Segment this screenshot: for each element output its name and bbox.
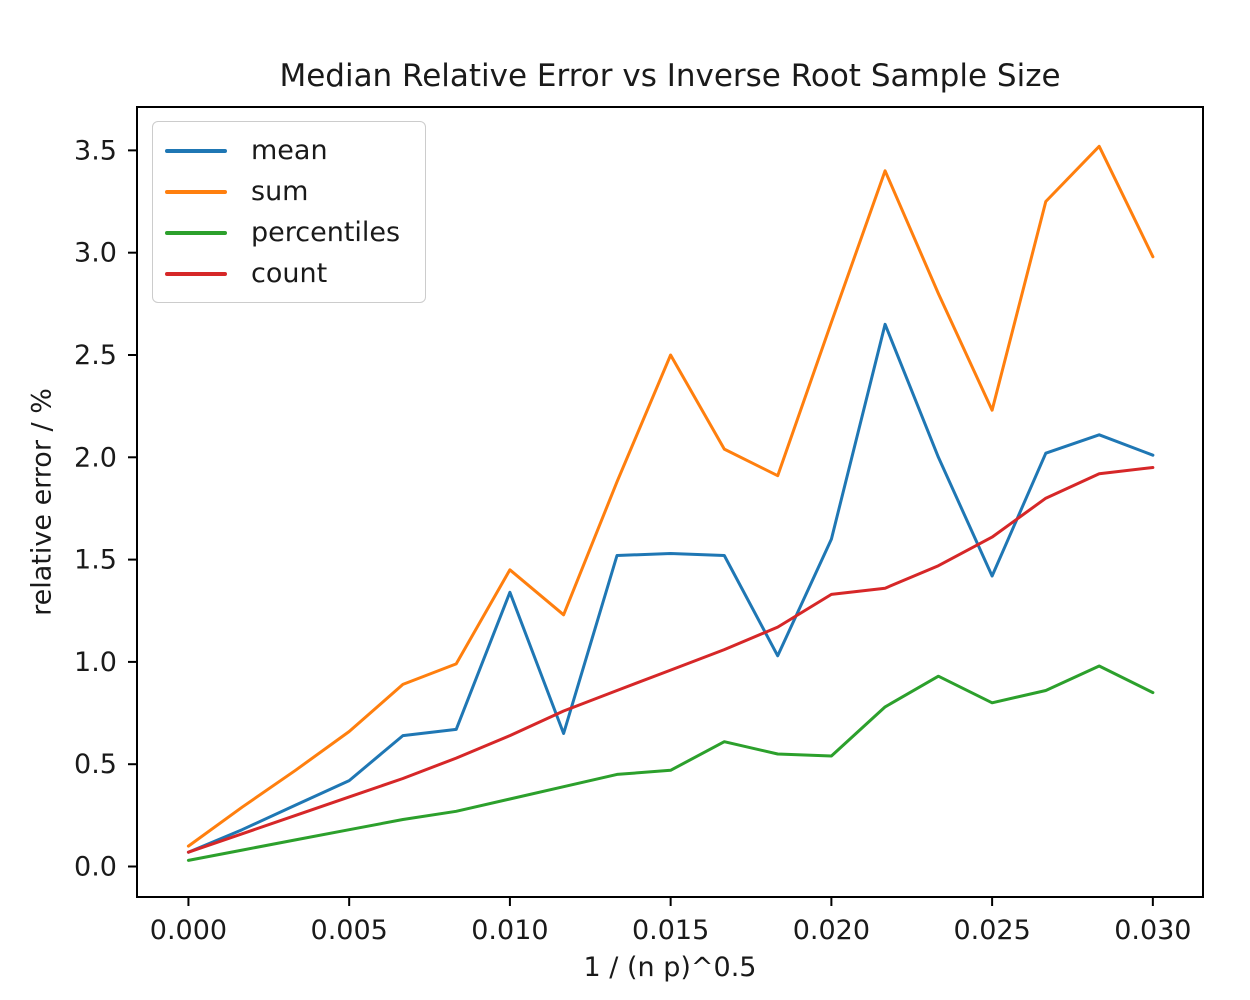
y-axis-label: relative error / % bbox=[26, 388, 58, 616]
x-tick-label: 0.000 bbox=[150, 915, 227, 946]
legend-label-sum: sum bbox=[251, 176, 309, 207]
x-axis-label: 1 / (n p)^0.5 bbox=[583, 952, 757, 983]
x-tick-label: 0.010 bbox=[471, 915, 548, 946]
legend-label-mean: mean bbox=[251, 135, 328, 166]
chart-title: Median Relative Error vs Inverse Root Sa… bbox=[279, 58, 1061, 94]
y-tick-label: 1.0 bbox=[74, 647, 117, 678]
legend-line-percentiles bbox=[165, 230, 227, 235]
y-tick-label: 3.5 bbox=[74, 135, 117, 166]
legend-item-mean: mean bbox=[153, 131, 425, 171]
y-tick-label: 2.0 bbox=[74, 442, 117, 473]
legend-item-sum: sum bbox=[153, 172, 425, 212]
series-line-sum bbox=[186, 144, 1155, 848]
series-line-percentiles bbox=[186, 664, 1155, 862]
x-tick-label: 0.015 bbox=[632, 915, 709, 946]
y-tick-label: 0.0 bbox=[74, 852, 117, 883]
legend-line-mean bbox=[165, 148, 227, 153]
x-tick-label: 0.025 bbox=[953, 915, 1030, 946]
legend-label-percentiles: percentiles bbox=[251, 217, 401, 248]
y-tick-label: 2.5 bbox=[74, 340, 117, 371]
legend: mean sum percentiles count bbox=[152, 121, 426, 303]
legend-line-count bbox=[165, 271, 227, 276]
series-line-count bbox=[186, 466, 1155, 854]
x-tick-label: 0.005 bbox=[311, 915, 388, 946]
y-tick-label: 3.0 bbox=[74, 238, 117, 269]
legend-label-count: count bbox=[251, 258, 328, 289]
x-tick-label: 0.020 bbox=[793, 915, 870, 946]
y-tick-label: 1.5 bbox=[74, 545, 117, 576]
y-tick-label: 0.5 bbox=[74, 749, 117, 780]
x-tick-label: 0.030 bbox=[1114, 915, 1191, 946]
legend-line-sum bbox=[165, 189, 227, 194]
series-line-mean bbox=[186, 322, 1155, 854]
plot-border bbox=[136, 106, 1204, 898]
legend-item-count: count bbox=[153, 254, 425, 294]
legend-item-percentiles: percentiles bbox=[153, 213, 425, 253]
